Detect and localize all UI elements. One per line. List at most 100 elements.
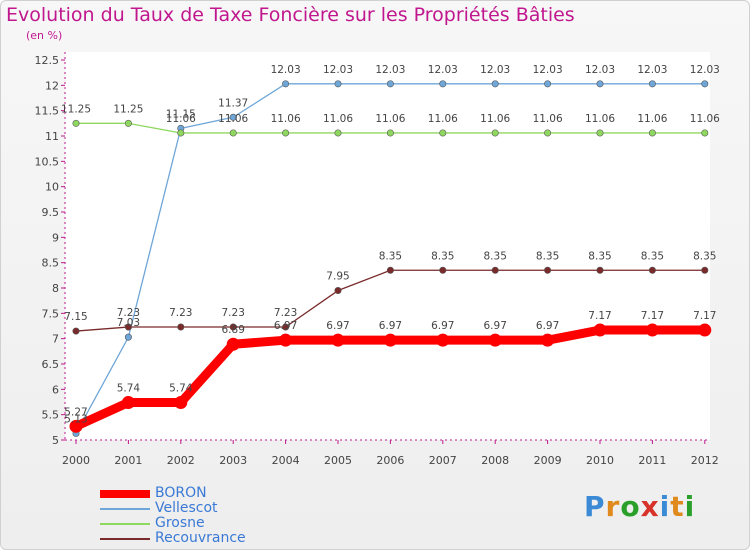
data-label-grosne: 11.06 — [323, 113, 353, 125]
x-tick-label: 2002 — [167, 454, 195, 467]
x-tick-label: 2009 — [534, 454, 562, 467]
data-label-grosne: 11.06 — [533, 113, 563, 125]
data-label-recouvrance: 7.23 — [169, 307, 192, 319]
data-label-vellescot: 12.03 — [323, 64, 353, 76]
x-tick-label: 2007 — [429, 454, 457, 467]
data-point-grosne — [439, 129, 447, 137]
data-label-grosne: 11.25 — [113, 103, 143, 115]
data-point-recouvrance — [701, 266, 709, 274]
data-point-recouvrance — [229, 323, 237, 331]
data-point-grosne — [229, 129, 237, 137]
brand-letter: o — [620, 490, 641, 523]
data-label-vellescot: 12.03 — [637, 64, 667, 76]
data-point-recouvrance — [177, 323, 185, 331]
x-tick-label: 2006 — [376, 454, 404, 467]
data-point-grosne — [701, 129, 709, 137]
data-point-vellescot — [334, 80, 342, 88]
x-tick-label: 2008 — [481, 454, 509, 467]
y-tick-label: 11.5 — [35, 105, 60, 118]
brand-letter: x — [640, 490, 660, 523]
data-label-grosne: 11.25 — [61, 103, 91, 115]
data-point-recouvrance — [544, 266, 552, 274]
x-tick-label: 2012 — [691, 454, 719, 467]
data-label-recouvrance: 7.23 — [117, 307, 140, 319]
x-tick-label: 2001 — [114, 454, 142, 467]
data-label-boron: 6.97 — [484, 320, 507, 332]
data-point-recouvrance — [334, 287, 342, 295]
data-label-boron: 6.97 — [326, 320, 349, 332]
data-label-recouvrance: 8.35 — [379, 250, 402, 262]
data-label-grosne: 11.06 — [480, 113, 510, 125]
y-tick-label: 5.5 — [42, 409, 60, 422]
data-point-boron — [645, 323, 659, 337]
data-point-vellescot — [596, 80, 604, 88]
data-label-boron: 6.97 — [431, 320, 454, 332]
data-label-boron: 7.17 — [641, 310, 664, 322]
chart-unit-label: (en %) — [26, 29, 63, 42]
data-label-recouvrance: 7.23 — [222, 307, 245, 319]
data-label-vellescot: 12.03 — [585, 64, 615, 76]
data-point-vellescot — [491, 80, 499, 88]
data-label-grosne: 11.06 — [428, 113, 458, 125]
data-point-grosne — [72, 119, 80, 127]
data-point-vellescot — [386, 80, 394, 88]
data-point-boron — [488, 333, 502, 347]
x-tick-label: 2004 — [272, 454, 300, 467]
data-label-boron: 6.97 — [536, 320, 559, 332]
data-point-boron — [279, 333, 293, 347]
brand-letter: t — [670, 490, 685, 523]
data-label-vellescot: 12.03 — [428, 64, 458, 76]
y-tick-label: 10.5 — [35, 155, 60, 168]
data-label-vellescot: 5.13 — [64, 413, 87, 425]
data-label-grosne: 11.06 — [375, 113, 405, 125]
data-point-recouvrance — [491, 266, 499, 274]
y-tick-label: 12 — [45, 79, 59, 92]
y-tick-label: 10 — [45, 181, 59, 194]
data-label-grosne: 11.06 — [585, 113, 615, 125]
data-label-grosne: 11.06 — [271, 113, 301, 125]
data-point-boron — [226, 337, 240, 351]
chart-title: Evolution du Taux de Taxe Foncière sur l… — [6, 4, 575, 26]
y-tick-label: 7 — [52, 333, 59, 346]
x-tick-label: 2005 — [324, 454, 352, 467]
data-point-recouvrance — [439, 266, 447, 274]
brand-letter: i — [684, 490, 696, 523]
data-point-grosne — [177, 129, 185, 137]
data-point-recouvrance — [124, 323, 132, 331]
data-label-recouvrance: 8.35 — [641, 250, 664, 262]
data-point-grosne — [282, 129, 290, 137]
data-label-recouvrance: 8.35 — [588, 250, 611, 262]
data-point-vellescot — [648, 80, 656, 88]
data-label-recouvrance: 7.15 — [64, 311, 87, 323]
data-label-vellescot: 12.03 — [480, 64, 510, 76]
data-point-grosne — [544, 129, 552, 137]
x-tick-label: 2011 — [638, 454, 666, 467]
data-point-recouvrance — [596, 266, 604, 274]
data-label-recouvrance: 8.35 — [431, 250, 454, 262]
data-label-recouvrance: 8.35 — [484, 250, 507, 262]
data-label-boron: 6.97 — [379, 320, 402, 332]
data-point-grosne — [491, 129, 499, 137]
legend-label: Grosne — [155, 515, 205, 531]
x-tick-label: 2003 — [219, 454, 247, 467]
data-label-vellescot: 12.03 — [271, 64, 301, 76]
data-label-recouvrance: 7.95 — [326, 271, 349, 283]
y-tick-label: 8 — [52, 282, 59, 295]
data-point-boron — [331, 333, 345, 347]
data-label-vellescot: 12.03 — [375, 64, 405, 76]
data-point-grosne — [124, 119, 132, 127]
y-tick-label: 9 — [52, 231, 59, 244]
proxiti-logo: Proxiti — [584, 490, 695, 523]
data-label-vellescot: 7.03 — [117, 317, 140, 329]
data-point-boron — [69, 419, 83, 433]
brand-letter: r — [605, 490, 621, 523]
legend-swatch — [100, 489, 150, 498]
data-label-grosne: 11.06 — [218, 113, 248, 125]
data-point-boron — [121, 396, 135, 410]
data-point-boron — [436, 333, 450, 347]
data-label-recouvrance: 7.23 — [274, 307, 297, 319]
data-point-grosne — [334, 129, 342, 137]
y-tick-label: 6.5 — [42, 358, 60, 371]
y-tick-label: 7.5 — [42, 307, 60, 320]
